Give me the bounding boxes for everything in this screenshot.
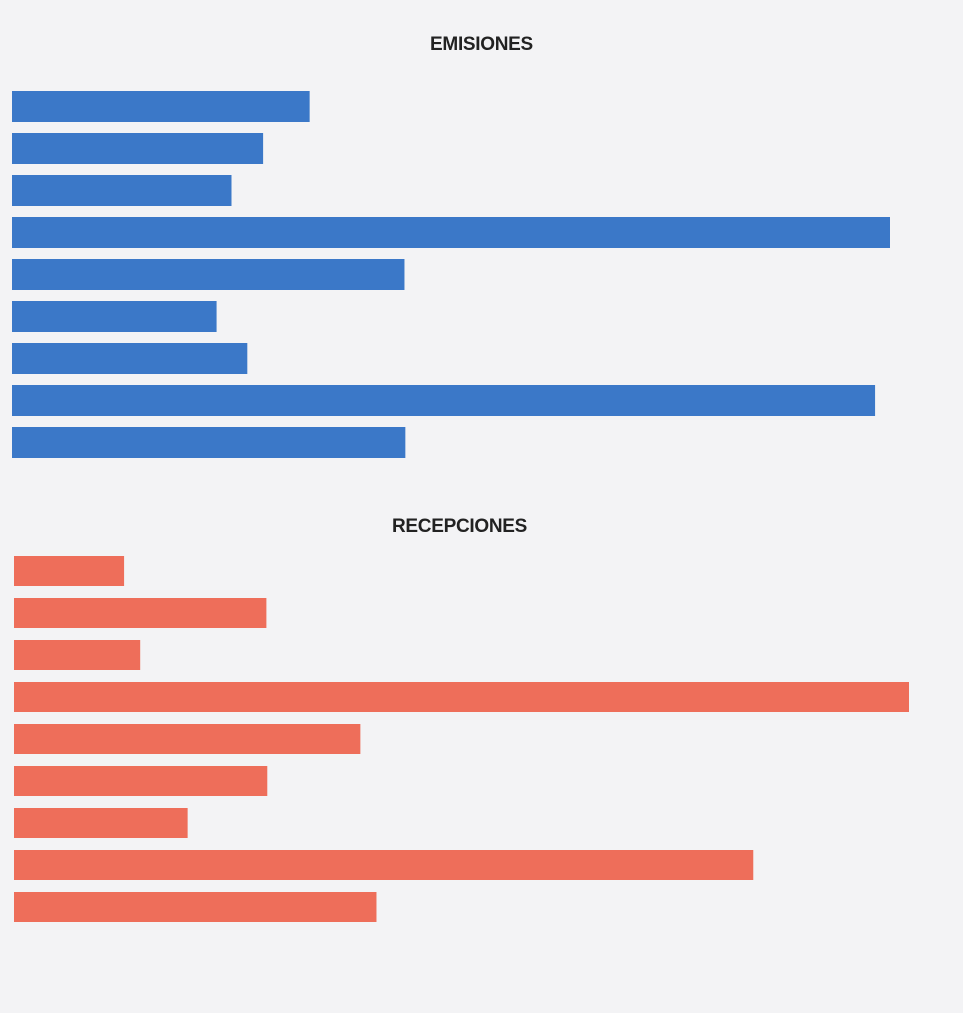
recepciones-bar-2 — [14, 598, 267, 628]
emisiones-bar-8 — [12, 385, 876, 416]
emisiones-chart-title: EMISIONES — [430, 34, 533, 55]
recepciones-chart-title: RECEPCIONES — [391, 516, 527, 537]
emisiones-bar-9 — [12, 427, 406, 458]
recepciones-bar-6 — [14, 766, 268, 796]
emisiones-chart: EMISIONES — [0, 0, 963, 480]
recepciones-bar-3 — [14, 640, 141, 670]
recepciones-bar-1 — [14, 556, 125, 586]
emisiones-bars — [12, 91, 890, 458]
emisiones-bar-3 — [12, 175, 232, 206]
recepciones-chart: RECEPCIONES — [0, 480, 963, 1013]
recepciones-bar-9 — [14, 892, 377, 922]
recepciones-bar-7 — [14, 808, 188, 838]
emisiones-bar-6 — [12, 301, 217, 332]
recepciones-bar-5 — [14, 724, 361, 754]
recepciones-bar-8 — [14, 850, 754, 880]
recepciones-bars — [14, 556, 909, 922]
emisiones-bar-1 — [12, 91, 310, 122]
emisiones-bar-4 — [12, 217, 890, 248]
recepciones-bar-4 — [14, 682, 909, 712]
emisiones-bar-5 — [12, 259, 405, 290]
emisiones-bar-7 — [12, 343, 248, 374]
emisiones-bar-2 — [12, 133, 264, 164]
